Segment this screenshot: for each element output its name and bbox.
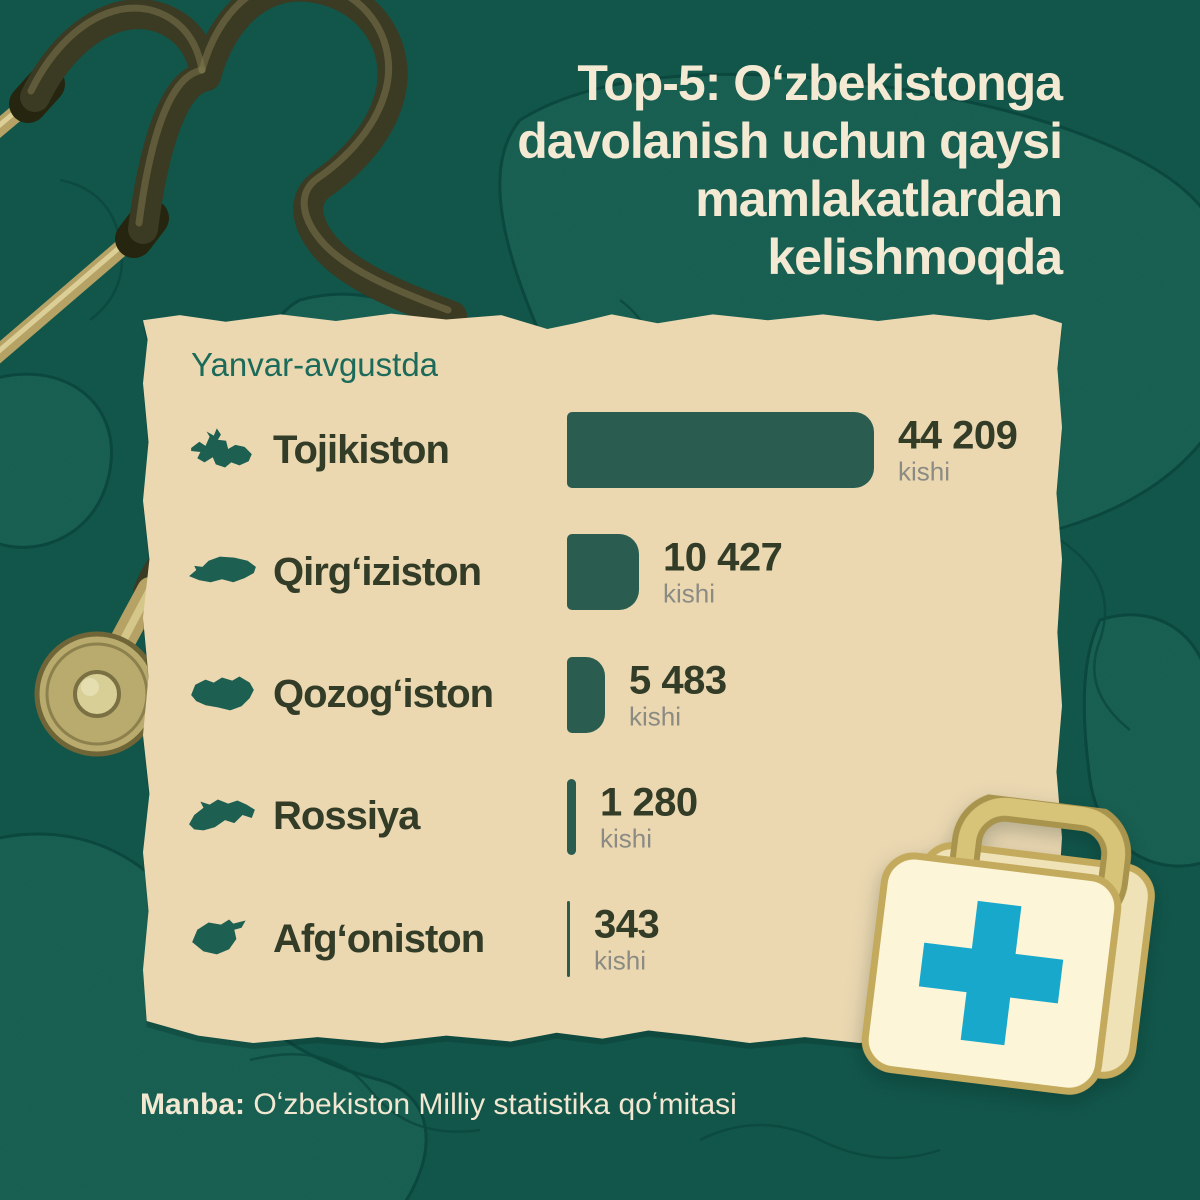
value-block: 5 483 kishi [629,660,727,729]
value-number: 10 427 [663,535,783,580]
value-bar [567,901,570,978]
value-bar [567,778,576,855]
value-block: 1 280 kishi [600,782,698,851]
country-label: Rossiya [273,794,420,839]
value-unit: kishi [629,701,682,732]
value-bar [567,656,605,733]
russia-map-icon [183,792,263,842]
chest-piece [34,631,160,757]
source-text: Oʻzbekiston Milliy statistika qoʻmitasi [253,1088,737,1121]
country-label: Qozogʻiston [273,672,494,717]
value-block: 10 427 kishi [663,535,783,609]
country-row: Qirgʻiziston 10 427 kishi [143,517,1062,627]
title-line-1: Top-5: Oʻzbekistonga [577,55,1063,111]
value-unit: kishi [600,823,653,854]
first-aid-kit-illustration [861,791,1155,1095]
source-line: Manba: Oʻzbekiston Milliy statistika qoʻ… [140,1088,737,1122]
title-line-4: kelishmoqda [767,229,1063,285]
kyrgyzstan-map-icon [183,547,263,597]
value-number: 1 280 [600,780,698,825]
kazakhstan-map-icon [183,670,263,720]
value-block: 44 209 kishi [898,413,1018,487]
source-label: Manba: [140,1088,245,1121]
value-number: 343 [594,902,660,947]
country-label: Qirgʻiziston [273,549,482,594]
value-block: 343 kishi [594,902,660,976]
page-title: Top-5: Oʻzbekistonga davolanish uchun qa… [517,54,1063,286]
country-label: Tojikiston [273,427,450,472]
value-number: 5 483 [629,658,727,703]
country-row: Qozogʻiston 5 483 kishi [143,640,1062,750]
title-line-3: mamlakatlardan [695,171,1063,227]
value-number: 44 209 [898,413,1018,458]
value-bar [567,412,874,488]
country-row: Tojikiston 44 209 kishi [143,395,1062,505]
afghanistan-map-icon [183,914,263,964]
value-unit: kishi [898,456,951,487]
value-unit: kishi [594,945,647,976]
tajikistan-map-icon [183,425,263,475]
value-bar [567,534,639,611]
title-line-2: davolanish uchun qaysi [517,113,1063,169]
value-unit: kishi [663,578,716,609]
country-label: Afgʻoniston [273,916,485,961]
